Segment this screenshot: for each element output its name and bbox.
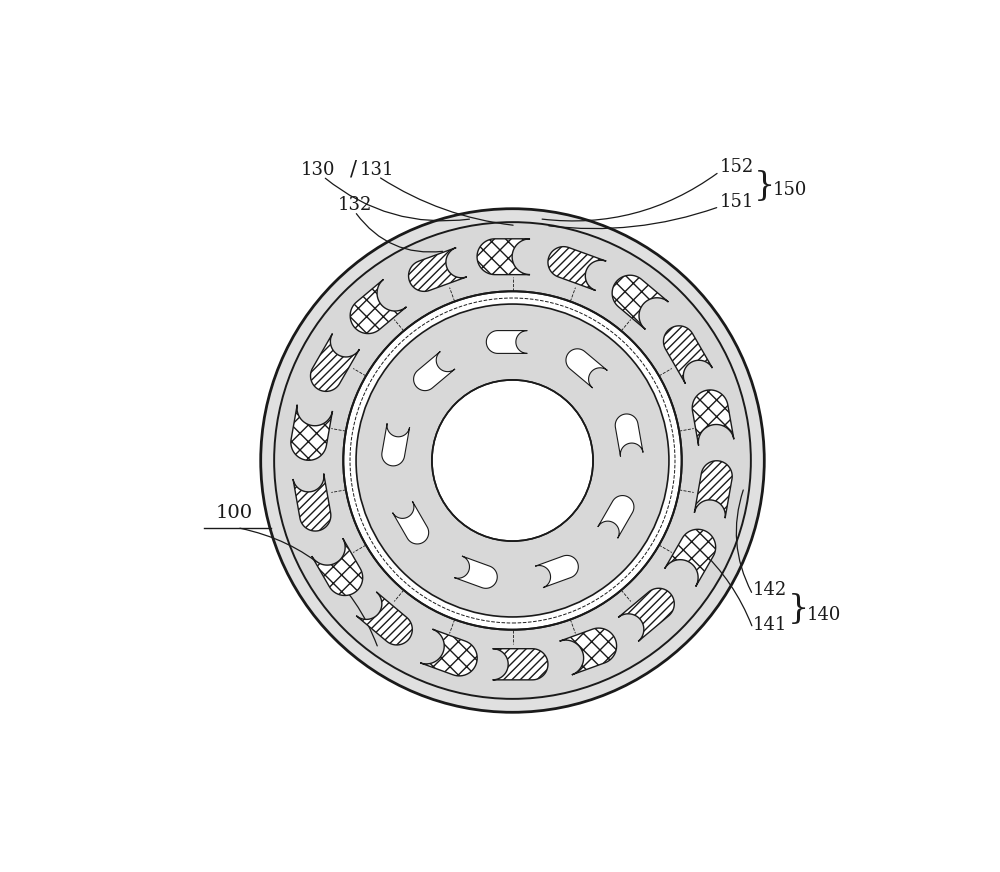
- Polygon shape: [663, 326, 712, 384]
- Text: 130: 130: [301, 161, 335, 179]
- Text: 140: 140: [807, 606, 841, 623]
- Circle shape: [343, 291, 682, 630]
- Polygon shape: [382, 424, 410, 466]
- Circle shape: [432, 380, 593, 541]
- Polygon shape: [694, 460, 732, 518]
- Polygon shape: [598, 495, 634, 538]
- Circle shape: [356, 304, 669, 617]
- Polygon shape: [665, 529, 716, 587]
- Polygon shape: [486, 330, 527, 353]
- Polygon shape: [293, 473, 331, 531]
- Circle shape: [261, 208, 764, 712]
- Polygon shape: [356, 592, 412, 645]
- Circle shape: [274, 222, 751, 698]
- Polygon shape: [692, 390, 734, 446]
- Polygon shape: [566, 349, 607, 388]
- Polygon shape: [612, 276, 668, 330]
- Text: /: /: [350, 160, 357, 179]
- Text: 151: 151: [719, 193, 754, 211]
- Polygon shape: [312, 538, 363, 596]
- Polygon shape: [350, 279, 406, 334]
- Text: 132: 132: [338, 196, 372, 214]
- Text: 100: 100: [216, 503, 253, 521]
- Text: 142: 142: [753, 581, 787, 599]
- Polygon shape: [493, 649, 548, 680]
- Text: 150: 150: [773, 181, 807, 199]
- Polygon shape: [311, 334, 359, 392]
- Polygon shape: [291, 405, 333, 460]
- Polygon shape: [548, 247, 606, 290]
- Text: 152: 152: [719, 158, 754, 176]
- Polygon shape: [560, 628, 617, 675]
- Polygon shape: [535, 555, 578, 588]
- Polygon shape: [477, 239, 530, 275]
- Polygon shape: [454, 556, 497, 589]
- Polygon shape: [409, 248, 467, 291]
- Text: 141: 141: [753, 616, 787, 634]
- Text: }: }: [788, 593, 809, 625]
- Polygon shape: [618, 589, 674, 641]
- Polygon shape: [414, 351, 455, 391]
- Text: 131: 131: [359, 161, 394, 179]
- Polygon shape: [420, 630, 477, 676]
- Polygon shape: [393, 501, 429, 544]
- Text: }: }: [754, 170, 775, 202]
- Polygon shape: [615, 414, 643, 456]
